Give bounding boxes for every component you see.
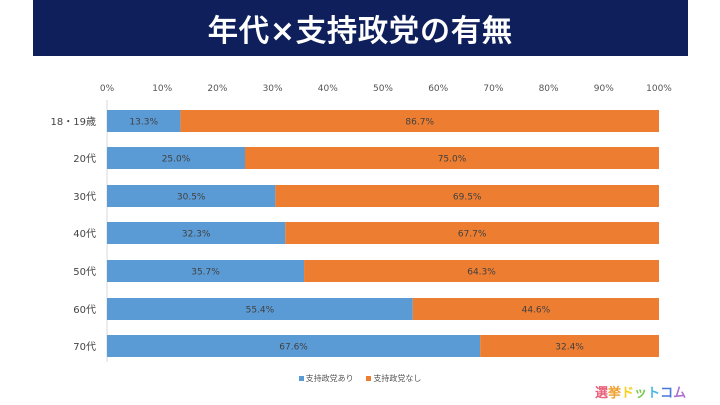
category-label: 30代 (73, 191, 96, 203)
data-label: 32.4% (555, 343, 584, 353)
legend-label: 支持政党なし (373, 374, 422, 383)
x-tick-label: 100% (646, 84, 672, 94)
bar-segment-yes (107, 335, 481, 357)
data-label: 86.7% (405, 118, 434, 128)
category-label: 18・19歳 (51, 116, 96, 128)
x-tick-label: 10% (152, 84, 172, 94)
data-label: 69.5% (453, 193, 482, 203)
category-label: 40代 (73, 228, 96, 240)
data-label: 32.3% (182, 230, 211, 240)
category-label: 20代 (73, 153, 96, 165)
legend: 支持政党あり 支持政党なし (0, 373, 720, 384)
bar-segment-no (275, 185, 659, 207)
logo-char: 挙 (608, 386, 622, 401)
data-label: 67.6% (279, 343, 308, 353)
legend-swatch (298, 376, 304, 381)
x-tick-label: 0% (100, 84, 115, 94)
bar-segment-no (245, 147, 659, 169)
bar-segment-no (180, 110, 659, 132)
legend-label: 支持政党あり (305, 374, 354, 383)
category-label: 70代 (73, 341, 96, 353)
logo-char: コ (660, 386, 674, 401)
data-label: 44.6% (522, 306, 551, 316)
legend-swatch (366, 376, 372, 381)
legend-item-yes: 支持政党あり (298, 374, 354, 383)
logo-char: ト (647, 386, 661, 401)
bar-segment-no (480, 335, 659, 357)
logo-char: ム (673, 386, 687, 401)
x-tick-label: 80% (539, 84, 559, 94)
x-tick-label: 90% (594, 84, 614, 94)
data-label: 75.0% (438, 155, 467, 165)
logo-char: ド (621, 386, 635, 401)
legend-item-no: 支持政党なし (366, 374, 421, 383)
x-tick-label: 30% (263, 84, 283, 94)
bar-segment-yes (107, 110, 181, 132)
data-label: 55.4% (246, 306, 275, 316)
chart-title: 年代×支持政党の有無 (207, 14, 514, 49)
data-label: 30.5% (177, 193, 206, 203)
data-label: 35.7% (191, 268, 220, 278)
logo: 選挙ドットコム (595, 382, 686, 401)
data-label: 25.0% (162, 155, 191, 165)
logo-char: ッ (634, 386, 648, 401)
bar-segment-no (412, 298, 659, 320)
bar-segment-no (304, 260, 659, 282)
logo-char: 選 (595, 386, 609, 401)
title-band: 年代×支持政党の有無 (33, 0, 688, 56)
data-label: 13.3% (129, 118, 158, 128)
category-label: 60代 (73, 304, 96, 316)
x-tick-label: 20% (207, 84, 227, 94)
bar-segment-yes (107, 147, 245, 169)
category-label: 50代 (73, 266, 96, 278)
bar-segment-yes (107, 185, 276, 207)
bar-segment-yes (107, 222, 286, 244)
bar-segment-no (285, 222, 659, 244)
data-label: 64.3% (467, 268, 496, 278)
bar-segment-yes (107, 260, 305, 282)
x-tick-label: 60% (428, 84, 448, 94)
x-tick-label: 40% (318, 84, 338, 94)
x-tick-label: 50% (373, 84, 393, 94)
x-tick-label: 70% (483, 84, 503, 94)
data-label: 67.7% (458, 230, 487, 240)
bar-segment-yes (107, 298, 413, 320)
